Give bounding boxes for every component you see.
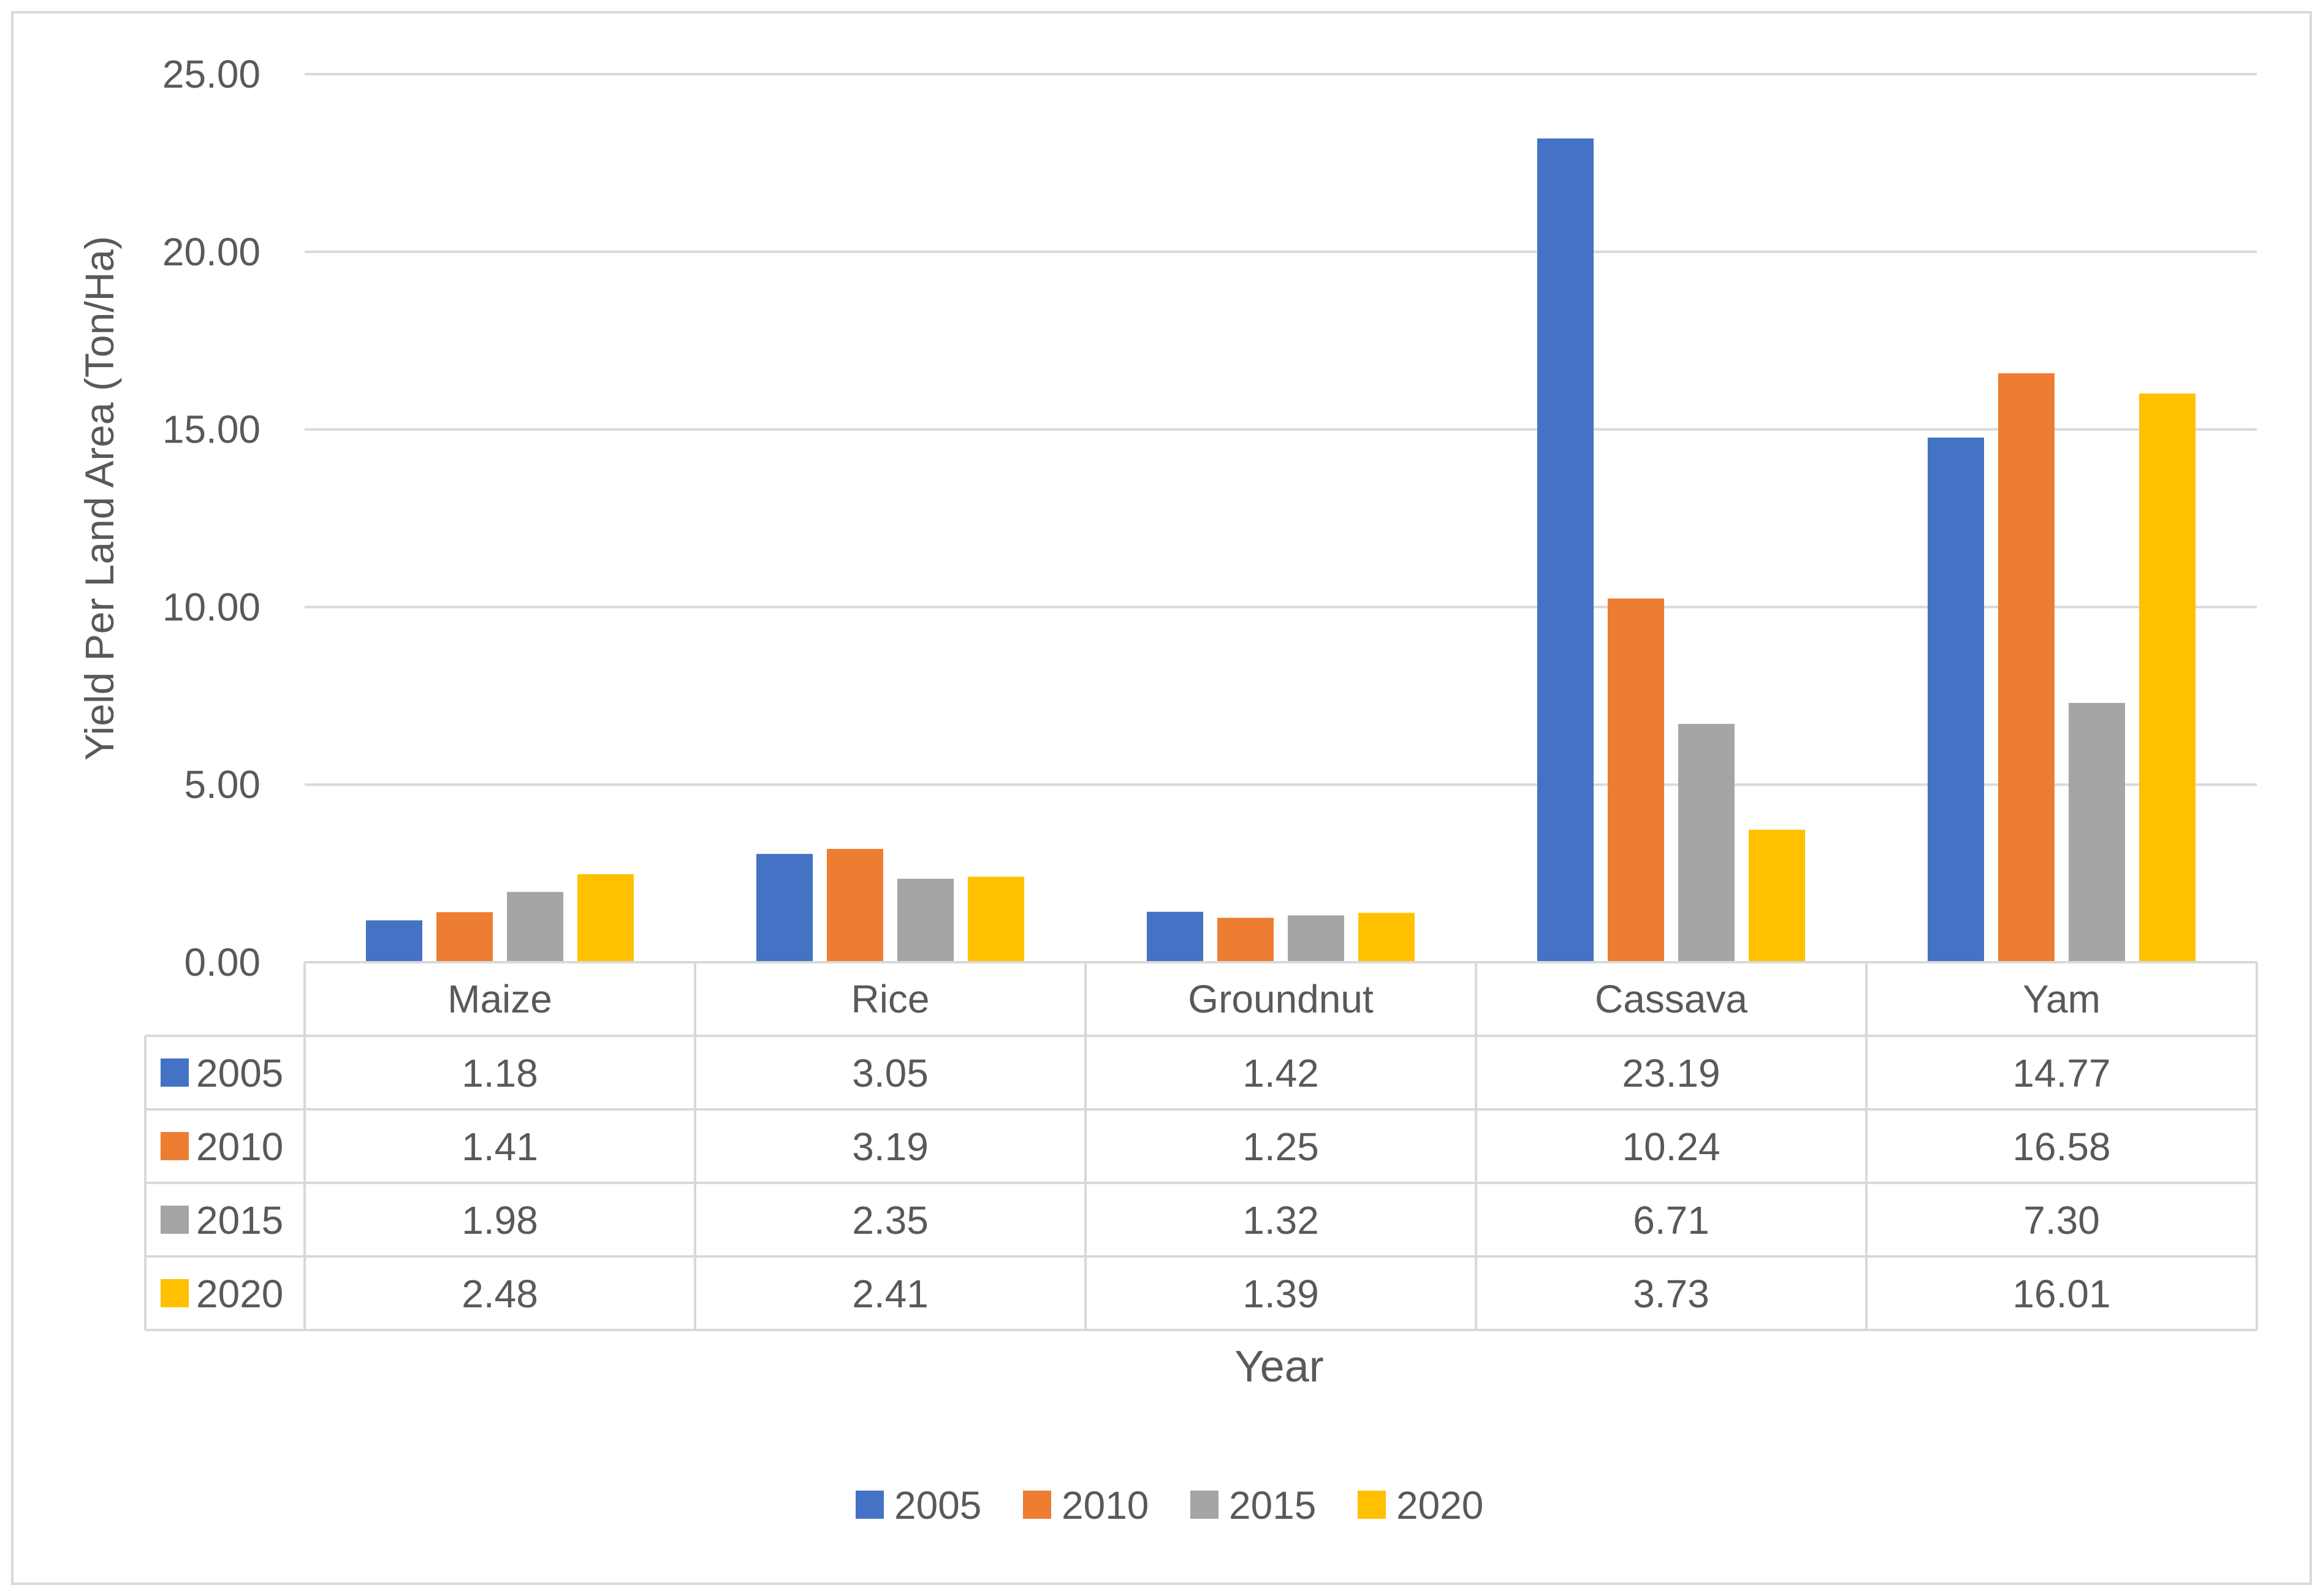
category-label: Cassava	[1595, 977, 1747, 1021]
legend-key-2015	[1190, 1491, 1219, 1519]
table-cell-value: 23.19	[1622, 1051, 1720, 1095]
bar-groundnut-2005	[1147, 911, 1203, 962]
table-cell-value: 1.42	[1242, 1051, 1319, 1095]
table-cell-value: 1.98	[462, 1198, 538, 1242]
legend-label: 2015	[1229, 1483, 1316, 1527]
table-cell-value: 16.01	[2012, 1272, 2110, 1316]
bar-rice-2020	[968, 876, 1024, 962]
bar-cassava-2020	[1749, 829, 1805, 962]
table-cell-value: 14.77	[2012, 1051, 2110, 1095]
table-cell-value: 10.24	[1622, 1125, 1720, 1169]
table-legend-key-2015	[161, 1206, 189, 1234]
bar-groundnut-2020	[1358, 913, 1415, 962]
category-label: Groundnut	[1188, 977, 1374, 1021]
bar-cassava-2015	[1678, 724, 1735, 962]
bar-cassava-2005	[1537, 138, 1594, 962]
legend-key-2020	[1358, 1491, 1386, 1519]
bars	[366, 138, 2196, 962]
y-axis-title: Yield Per Land Area (Ton/Ha)	[77, 236, 122, 761]
table-cell-value: 3.19	[852, 1125, 929, 1169]
y-tick-label: 5.00	[184, 762, 260, 807]
y-axis-ticks: 0.00 5.00 10.00 15.00 20.00 25.00	[162, 52, 260, 984]
table-legend-key-2020	[161, 1279, 189, 1307]
legend-label: 2005	[894, 1483, 981, 1527]
table-cell-value: 16.58	[2012, 1125, 2110, 1169]
bar-rice-2010	[827, 849, 883, 962]
bar-cassava-2010	[1608, 598, 1664, 962]
y-tick-label: 0.00	[184, 940, 260, 984]
legend-label: 2010	[1062, 1483, 1149, 1527]
data-table: Maize Rice Groundnut Cassava Yam 2005 1.18 3.05…	[144, 961, 2258, 1331]
bar-groundnut-2010	[1217, 918, 1274, 962]
legend-label: 2020	[1396, 1483, 1483, 1527]
category-label: Yam	[2023, 977, 2101, 1021]
y-tick-label: 15.00	[162, 408, 260, 452]
bar-yam-2015	[2069, 702, 2125, 962]
table-cell-value: 1.41	[462, 1125, 538, 1169]
bar-maize-2005	[366, 920, 422, 962]
table-series-name: 2005	[196, 1051, 283, 1095]
bar-rice-2015	[897, 878, 954, 962]
legend-key-2005	[856, 1491, 884, 1519]
table-cell-value: 7.30	[2023, 1198, 2100, 1242]
bar-groundnut-2015	[1288, 915, 1344, 962]
bar-yam-2010	[1998, 373, 2055, 962]
table-cell-value: 6.71	[1633, 1198, 1709, 1242]
table-series-name: 2020	[196, 1272, 283, 1316]
table-cell-value: 1.39	[1242, 1272, 1319, 1316]
y-tick-label: 20.00	[162, 230, 260, 274]
bar-yam-2005	[1928, 437, 1984, 962]
table-cell-value: 1.18	[462, 1051, 538, 1095]
y-tick-label: 10.00	[162, 585, 260, 629]
bar-yam-2020	[2139, 393, 2196, 962]
category-label: Rice	[851, 977, 929, 1021]
bar-rice-2005	[756, 854, 813, 962]
category-label: Maize	[447, 977, 552, 1021]
bar-maize-2015	[507, 892, 563, 962]
table-cell-value: 2.35	[852, 1198, 929, 1242]
table-cell-value: 2.41	[852, 1272, 929, 1316]
legend-key-2010	[1023, 1491, 1051, 1519]
bar-maize-2020	[577, 874, 634, 962]
legend: 2005 2010 2015 2020	[856, 1483, 1483, 1527]
table-legend-key-2010	[161, 1132, 189, 1160]
table-cell-value: 3.73	[1633, 1272, 1709, 1316]
table-cell-value: 1.32	[1242, 1198, 1319, 1242]
table-cell-value: 3.05	[852, 1051, 929, 1095]
table-series-name: 2010	[196, 1125, 283, 1169]
table-legend-key-2005	[161, 1058, 189, 1087]
table-cell-value: 2.48	[462, 1272, 538, 1316]
x-axis-title: Year	[1234, 1342, 1323, 1391]
y-tick-label: 25.00	[162, 52, 260, 96]
bar-maize-2010	[436, 912, 493, 962]
table-series-name: 2015	[196, 1198, 283, 1242]
table-cell-value: 1.25	[1242, 1125, 1319, 1169]
